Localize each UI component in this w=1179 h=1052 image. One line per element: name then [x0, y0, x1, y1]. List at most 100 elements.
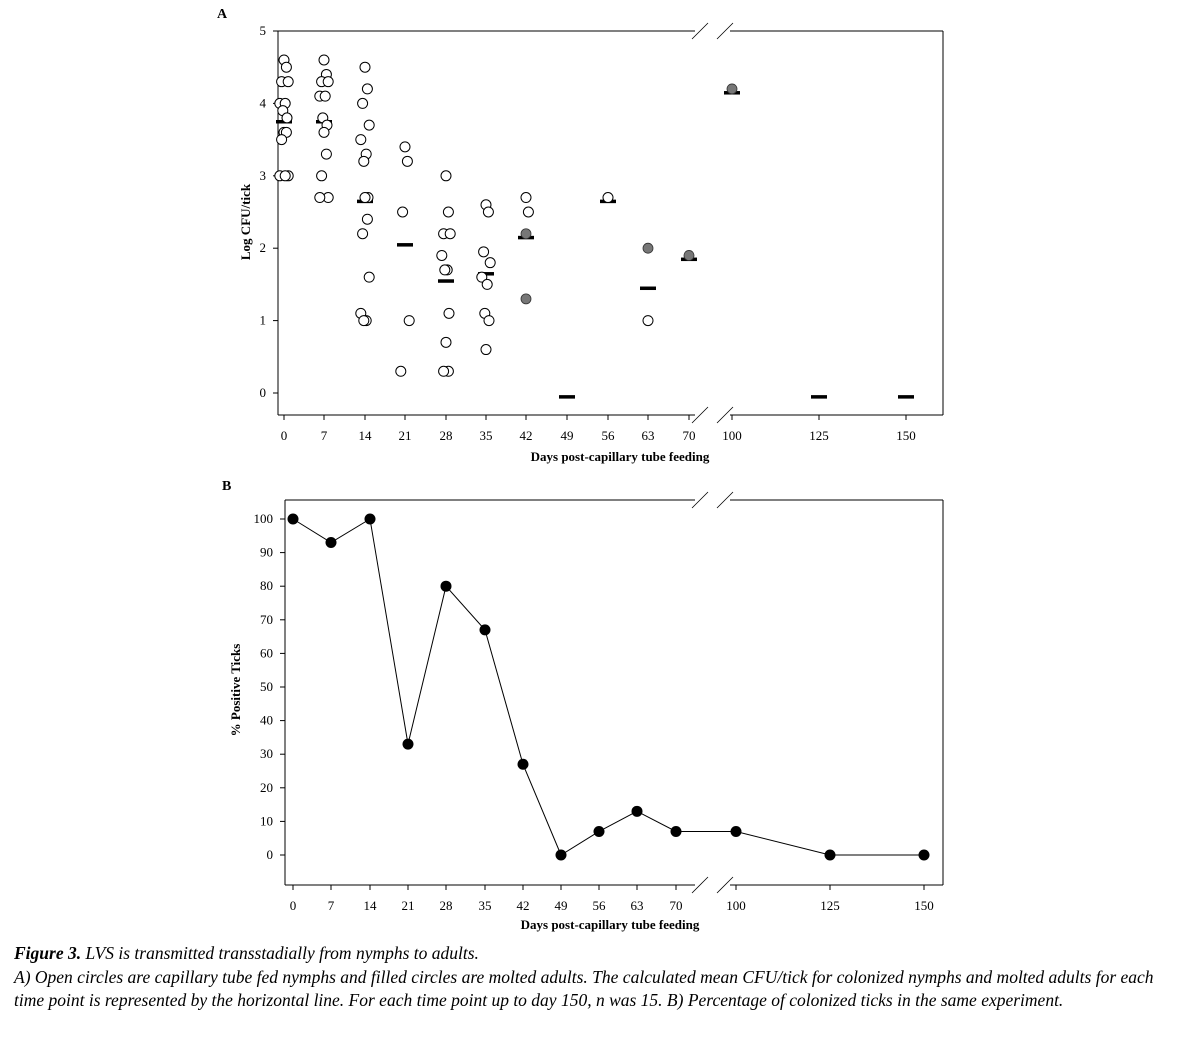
data-point	[440, 580, 452, 592]
axis-break-mark	[691, 22, 709, 40]
nymph-point	[316, 170, 328, 182]
nymph-point	[319, 90, 331, 102]
y-tick-label: 0	[267, 847, 274, 862]
adult-point	[683, 250, 695, 261]
mean-bar	[811, 395, 827, 399]
nymph-point	[444, 228, 456, 240]
nymph-point	[484, 257, 496, 269]
nymph-point	[442, 206, 454, 218]
y-axis-label: % Positive Ticks	[228, 644, 243, 737]
x-tick-label: 35	[479, 898, 492, 913]
mean-bar	[397, 243, 413, 247]
y-tick-label: 2	[260, 240, 267, 255]
x-tick-label: 21	[402, 898, 415, 913]
x-tick-label: 100	[726, 898, 746, 913]
y-tick-label: 4	[260, 95, 267, 110]
nymph-point	[520, 192, 532, 204]
nymph-point	[318, 54, 330, 66]
nymph-point	[480, 344, 492, 356]
x-tick-label: 150	[896, 428, 916, 443]
data-point	[555, 849, 567, 861]
nymph-point	[476, 271, 488, 283]
nymph-point	[358, 155, 370, 167]
x-tick-label: 100	[722, 428, 742, 443]
x-tick-label: 49	[555, 898, 568, 913]
axis-break-mark	[716, 491, 734, 509]
x-axis-label: Days post-capillary tube feeding	[531, 449, 710, 464]
nymph-point	[438, 365, 450, 377]
x-tick-label: 125	[820, 898, 840, 913]
y-tick-label: 90	[260, 545, 273, 560]
nymph-point	[361, 83, 373, 95]
nymph-point	[282, 76, 294, 88]
nymph-point	[483, 315, 495, 327]
y-tick-label: 60	[260, 645, 273, 660]
figure-caption: Figure 3. LVS is transmitted transstadia…	[14, 942, 1169, 1013]
nymph-point	[276, 134, 288, 146]
x-tick-label: 7	[328, 898, 335, 913]
x-tick-label: 42	[517, 898, 530, 913]
nymph-point	[482, 206, 494, 218]
mean-bar	[438, 279, 454, 283]
y-tick-label: 0	[260, 385, 267, 400]
x-axis-label: Days post-capillary tube feeding	[521, 917, 700, 932]
panel-label: A	[217, 7, 228, 22]
nymph-point	[355, 134, 367, 146]
nymph-point	[401, 155, 413, 167]
x-tick-label: 125	[809, 428, 829, 443]
x-tick-label: 35	[480, 428, 493, 443]
data-point	[364, 513, 376, 525]
nymph-point	[281, 112, 293, 124]
axis-break-mark	[691, 876, 709, 894]
x-tick-label: 0	[281, 428, 288, 443]
nymph-point	[440, 336, 452, 348]
adult-point	[726, 83, 738, 95]
data-point	[918, 849, 930, 861]
caption-body: A) Open circles are capillary tube fed n…	[14, 966, 1154, 1011]
caption-title: Figure 3.	[14, 943, 82, 963]
x-tick-label: 70	[670, 898, 683, 913]
axis-break-mark	[691, 491, 709, 509]
data-point	[287, 513, 299, 525]
x-tick-label: 42	[520, 428, 533, 443]
mean-bar	[559, 395, 575, 399]
data-point	[325, 537, 337, 549]
x-tick-label: 14	[359, 428, 373, 443]
axis-break-mark	[716, 22, 734, 40]
nymph-point	[363, 271, 375, 283]
data-point	[517, 758, 529, 770]
data-point	[402, 738, 414, 750]
nymph-point	[322, 76, 334, 88]
data-point	[479, 624, 491, 636]
nymph-point	[642, 315, 654, 327]
nymph-point	[357, 228, 369, 240]
axis-break-mark	[716, 876, 734, 894]
y-tick-label: 100	[254, 511, 274, 526]
nymph-point	[358, 315, 370, 327]
adult-point	[642, 242, 654, 254]
nymph-point	[522, 206, 534, 218]
x-tick-label: 7	[321, 428, 328, 443]
axis-break-mark	[691, 406, 709, 424]
y-tick-label: 30	[260, 746, 273, 761]
y-tick-label: 3	[260, 168, 267, 183]
x-tick-label: 49	[561, 428, 574, 443]
nymph-point	[361, 213, 373, 225]
data-point	[824, 849, 836, 861]
adult-point	[520, 293, 532, 305]
nymph-point	[403, 315, 415, 327]
y-tick-label: 10	[260, 813, 273, 828]
nymph-point	[359, 192, 371, 204]
series-line	[292, 518, 924, 856]
panel-label: B	[222, 479, 231, 494]
nymph-point	[436, 249, 448, 261]
nymph-point	[443, 307, 455, 319]
nymph-point	[280, 61, 292, 73]
x-tick-label: 63	[631, 898, 644, 913]
x-tick-label: 0	[290, 898, 297, 913]
x-tick-label: 150	[914, 898, 934, 913]
nymph-point	[395, 365, 407, 377]
x-tick-label: 28	[440, 898, 453, 913]
nymph-point	[314, 192, 326, 204]
